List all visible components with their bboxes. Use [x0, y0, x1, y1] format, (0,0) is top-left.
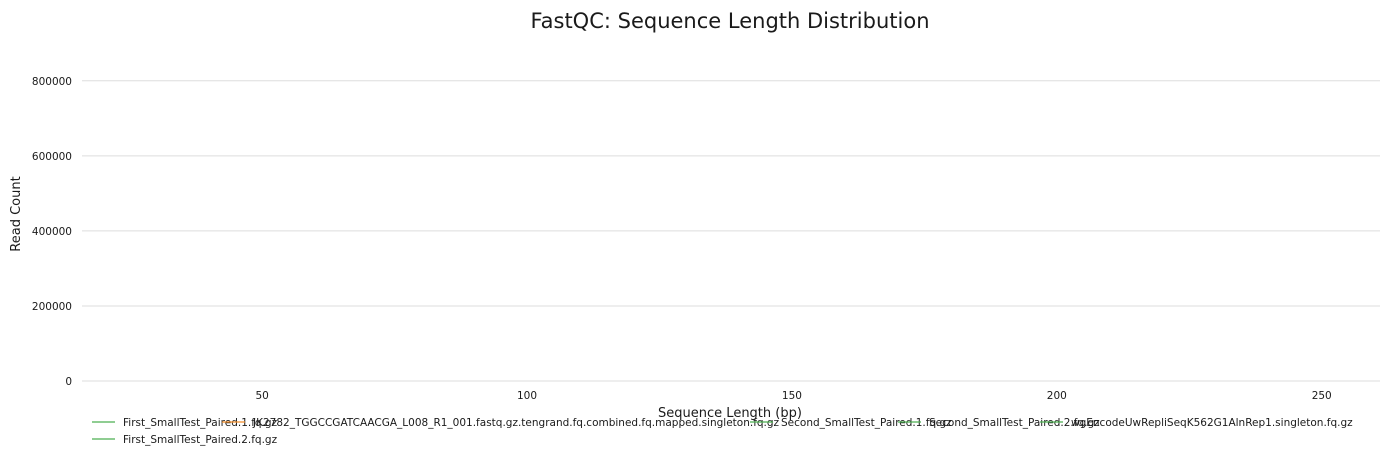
legend-label: Second_SmallTest_Paired.2.fq.gz [929, 417, 1100, 429]
y-axis-ticks: 0 200000 400000 600000 800000 [32, 76, 72, 388]
legend-label: JK2782_TGGCCGATCAACGA_L008_R1_001.fastq.… [252, 417, 780, 429]
x-axis-ticks: 50 100 150 200 250 [255, 390, 1331, 402]
legend-label: wgEncodeUwRepliSeqK562G1AlnRep1.singleto… [1071, 417, 1353, 429]
legend-item[interactable]: JK2782_TGGCCGATCAACGA_L008_R1_001.fastq.… [222, 417, 780, 429]
x-tick-label: 100 [517, 390, 537, 402]
legend-item[interactable]: Second_SmallTest_Paired.1.fq.gz [750, 417, 952, 429]
legend: First_SmallTest_Paired.1.fq.gzJK2782_TGG… [92, 417, 1353, 446]
legend-label: Second_SmallTest_Paired.1.fq.gz [781, 417, 952, 429]
x-tick-label: 200 [1047, 390, 1067, 402]
y-tick-label: 600000 [32, 151, 72, 163]
x-tick-label: 250 [1312, 390, 1332, 402]
y-tick-label: 200000 [32, 301, 72, 313]
y-axis-label: Read Count [9, 176, 24, 251]
grid-lines [82, 80, 1380, 382]
legend-label: First_SmallTest_Paired.1.fq.gz [123, 417, 278, 429]
legend-item[interactable]: First_SmallTest_Paired.1.fq.gz [92, 417, 278, 429]
x-tick-label: 50 [255, 390, 268, 402]
x-axis-label: Sequence Length (bp) [658, 406, 802, 421]
y-tick-label: 800000 [32, 76, 72, 88]
legend-item[interactable]: Second_SmallTest_Paired.2.fq.gz [898, 417, 1100, 429]
y-tick-label: 400000 [32, 226, 72, 238]
x-tick-label: 150 [782, 390, 802, 402]
legend-item[interactable]: First_SmallTest_Paired.2.fq.gz [92, 434, 278, 446]
legend-label: First_SmallTest_Paired.2.fq.gz [123, 434, 278, 446]
legend-item[interactable]: wgEncodeUwRepliSeqK562G1AlnRep1.singleto… [1040, 417, 1353, 429]
y-tick-label: 0 [65, 376, 72, 388]
chart-title: FastQC: Sequence Length Distribution [530, 9, 929, 33]
